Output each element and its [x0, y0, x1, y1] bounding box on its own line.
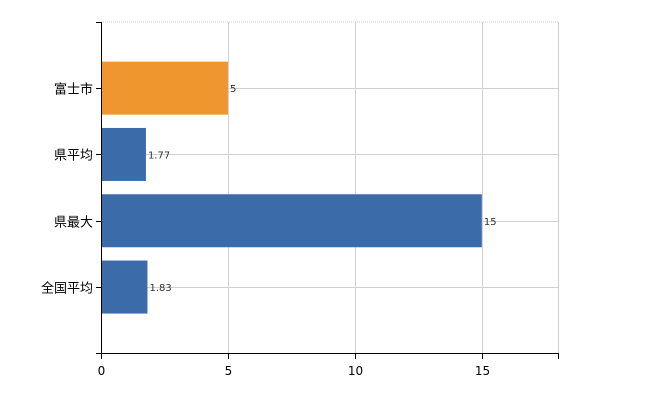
bar	[101, 127, 146, 181]
x-tick-label: 15	[475, 364, 490, 378]
bar	[101, 194, 482, 248]
y-tick-label: 富士市	[54, 82, 93, 98]
x-tick-label: 5	[225, 364, 233, 378]
y-tick-label: 県最大	[54, 216, 93, 231]
y-tick-label: 県平均	[54, 149, 93, 164]
data-label: 5	[230, 84, 236, 95]
data-label: 1.83	[149, 283, 171, 294]
data-label: 1.77	[148, 150, 170, 161]
x-tick-label: 10	[348, 364, 363, 378]
y-tick-label: 全国平均	[41, 281, 93, 297]
bar	[101, 260, 148, 314]
axes	[96, 22, 559, 359]
bar	[101, 61, 228, 115]
data-label: 15	[484, 217, 497, 228]
bars	[101, 61, 482, 314]
x-tick-label: 0	[98, 364, 106, 378]
